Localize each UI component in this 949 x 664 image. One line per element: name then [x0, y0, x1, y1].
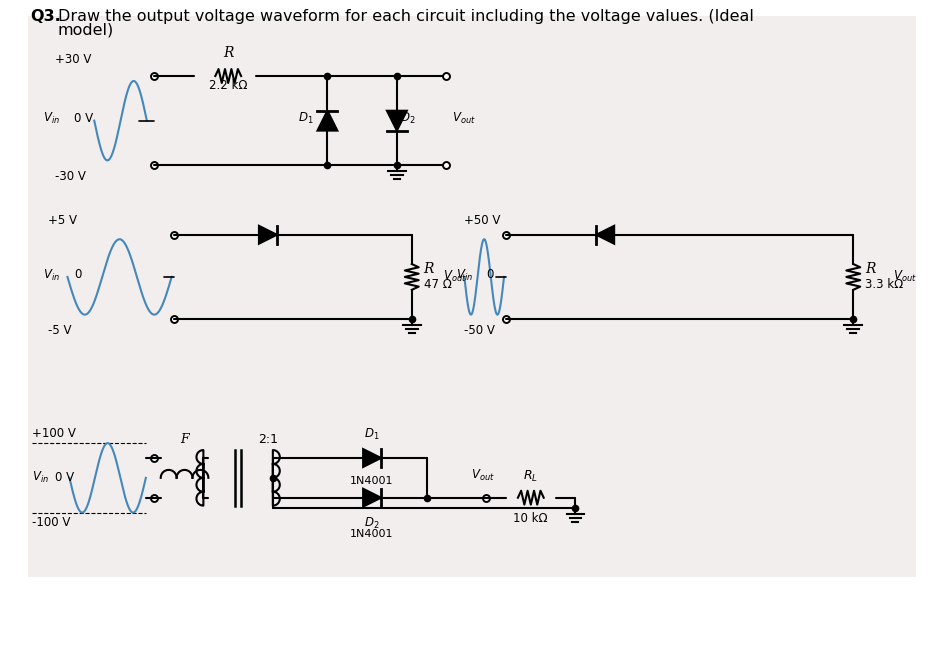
Polygon shape: [318, 111, 337, 131]
Polygon shape: [596, 226, 614, 244]
Text: $D_1$: $D_1$: [364, 427, 380, 442]
Text: R: R: [423, 262, 434, 276]
Text: 47 Ω: 47 Ω: [423, 278, 452, 291]
Polygon shape: [387, 111, 407, 131]
Text: -5 V: -5 V: [47, 324, 71, 337]
Text: 1N4001: 1N4001: [350, 476, 394, 486]
Text: Q3.: Q3.: [29, 9, 61, 23]
Text: 0 V: 0 V: [55, 471, 74, 484]
Text: $V_{out}$: $V_{out}$: [893, 270, 917, 284]
Text: +50 V: +50 V: [464, 214, 501, 227]
Polygon shape: [363, 449, 381, 467]
Text: 2.2 kΩ: 2.2 kΩ: [209, 79, 248, 92]
Text: -50 V: -50 V: [464, 324, 495, 337]
Text: -30 V: -30 V: [55, 170, 85, 183]
Text: Draw the output voltage waveform for each circuit including the voltage values. : Draw the output voltage waveform for eac…: [58, 9, 754, 23]
Text: $D_1$: $D_1$: [298, 111, 313, 126]
Text: +5 V: +5 V: [47, 214, 77, 227]
Text: F: F: [180, 433, 189, 446]
Text: $V_{in}$: $V_{in}$: [456, 268, 474, 282]
Text: $V_{in}$: $V_{in}$: [43, 268, 60, 282]
Text: +100 V: +100 V: [31, 427, 76, 440]
Text: model): model): [58, 23, 114, 37]
Text: 1N4001: 1N4001: [350, 529, 394, 539]
Text: $V_{out}$: $V_{out}$: [453, 111, 476, 126]
Polygon shape: [363, 489, 381, 507]
Bar: [28, 17, 916, 577]
Text: +30 V: +30 V: [55, 53, 91, 66]
Text: $V_{out}$: $V_{out}$: [472, 467, 495, 483]
Text: 10 kΩ: 10 kΩ: [513, 511, 549, 525]
Text: $V_{in}$: $V_{in}$: [31, 470, 48, 485]
Text: R: R: [865, 262, 876, 276]
Text: $V_{out}$: $V_{out}$: [443, 270, 467, 284]
Text: $D_2$: $D_2$: [364, 515, 380, 531]
Text: 2:1: 2:1: [258, 433, 278, 446]
Text: 0: 0: [74, 268, 82, 282]
Text: 0: 0: [486, 268, 493, 282]
Text: R: R: [223, 46, 233, 60]
Text: 3.3 kΩ: 3.3 kΩ: [865, 278, 903, 291]
Text: $D_2$: $D_2$: [400, 111, 416, 126]
Text: $R_L$: $R_L$: [523, 469, 538, 484]
Text: $V_{in}$: $V_{in}$: [43, 111, 60, 126]
Polygon shape: [259, 226, 277, 244]
Text: 0 V: 0 V: [74, 112, 94, 125]
Text: -100 V: -100 V: [31, 515, 70, 529]
